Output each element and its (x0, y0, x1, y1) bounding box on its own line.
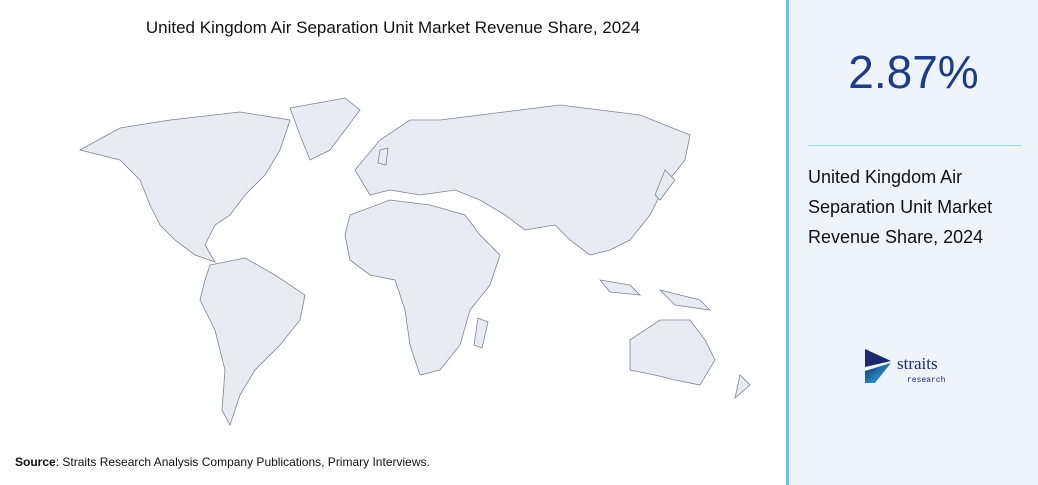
logo-mark (865, 349, 891, 367)
logo-mark (865, 363, 891, 383)
source-text: : Straits Research Analysis Company Publ… (55, 455, 430, 469)
logo-name: straits (897, 354, 938, 373)
new-zealand (734, 374, 751, 400)
world-map (78, 97, 751, 427)
description-line: Revenue Share, 2024 (808, 227, 984, 247)
source: Source: Straits Research Analysis Compan… (15, 455, 430, 469)
indonesia (599, 279, 642, 296)
madagascar (473, 317, 489, 349)
australia (629, 319, 716, 386)
south-america (199, 257, 306, 427)
greenland (289, 97, 361, 161)
description-line: Separation Unit Market (808, 197, 993, 217)
stat-value: 2.87% (848, 46, 979, 98)
divider (808, 145, 1022, 146)
description-line: United Kingdom Air (808, 167, 963, 187)
logo-tagline: research (907, 376, 946, 385)
africa (344, 199, 501, 376)
japan (654, 169, 676, 201)
chart-title: United Kingdom Air Separation Unit Marke… (145, 18, 641, 37)
north-america (78, 111, 291, 263)
map-panel: United Kingdom Air Separation Unit Marke… (15, 18, 751, 469)
uk (377, 147, 389, 166)
logo: straits research (865, 349, 946, 385)
stat-description: United Kingdom Air Separation Unit Marke… (808, 162, 992, 252)
stat-panel: 2.87% United Kingdom Air Separation Unit… (786, 0, 1038, 485)
eurasia (354, 104, 691, 256)
source-label: Source (15, 455, 56, 469)
new-guinea (658, 289, 712, 311)
